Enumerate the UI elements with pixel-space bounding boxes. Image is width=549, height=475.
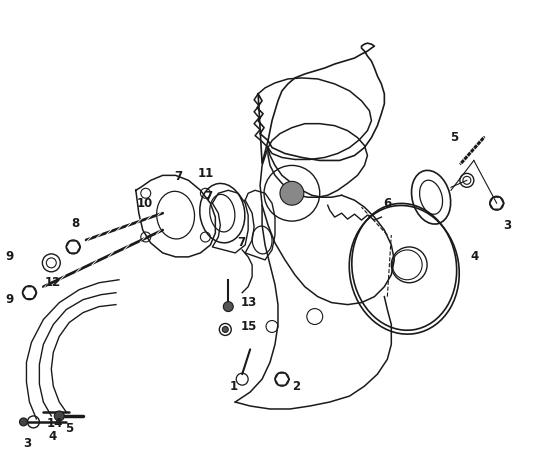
Text: 4: 4 — [471, 250, 479, 263]
Text: 12: 12 — [45, 276, 61, 289]
Text: 10: 10 — [137, 197, 153, 209]
Text: 5: 5 — [65, 422, 73, 436]
Text: 6: 6 — [383, 197, 391, 209]
Text: 7: 7 — [204, 190, 212, 203]
Text: 8: 8 — [71, 217, 79, 229]
Text: 7: 7 — [175, 171, 183, 183]
Text: 9: 9 — [5, 250, 14, 263]
Circle shape — [223, 302, 233, 312]
Text: 1: 1 — [230, 380, 238, 393]
Circle shape — [222, 326, 228, 332]
Circle shape — [20, 418, 27, 426]
Text: 13: 13 — [240, 296, 256, 309]
Text: 14: 14 — [47, 418, 63, 430]
Text: 4: 4 — [48, 430, 57, 443]
Text: 2: 2 — [292, 380, 300, 393]
Circle shape — [54, 411, 64, 421]
Text: 9: 9 — [5, 293, 14, 306]
Text: 11: 11 — [197, 167, 214, 180]
Circle shape — [280, 181, 304, 205]
Text: 3: 3 — [503, 218, 512, 232]
Text: 5: 5 — [450, 131, 458, 143]
Text: 15: 15 — [240, 320, 256, 333]
Text: 7: 7 — [237, 237, 245, 249]
Text: 3: 3 — [23, 437, 31, 450]
